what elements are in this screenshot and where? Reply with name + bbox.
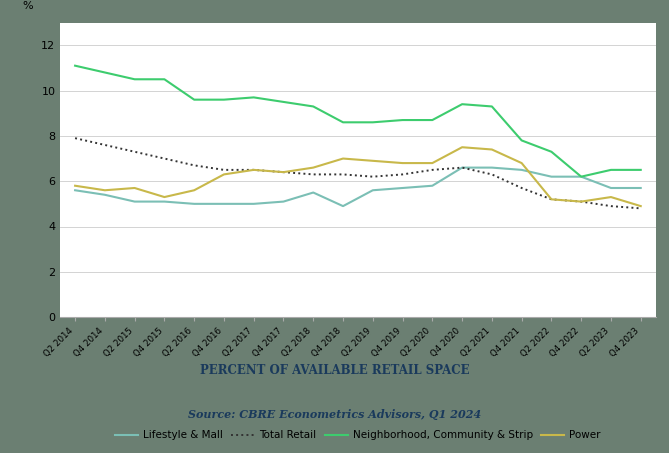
Total Retail: [399, 172, 407, 177]
Line: Lifestyle & Mall: Lifestyle & Mall: [75, 168, 641, 206]
Total Retail: [369, 174, 377, 179]
Line: Power: Power: [75, 147, 641, 206]
Total Retail: [220, 167, 228, 173]
Lifestyle & Mall: [101, 192, 109, 198]
Power: [309, 165, 317, 170]
Total Retail: [130, 149, 138, 154]
Neighborhood, Community & Strip: [190, 97, 198, 102]
Power: [130, 185, 138, 191]
Lifestyle & Mall: [607, 185, 615, 191]
Lifestyle & Mall: [369, 188, 377, 193]
Power: [280, 169, 288, 175]
Neighborhood, Community & Strip: [280, 99, 288, 105]
Total Retail: [250, 167, 258, 173]
Lifestyle & Mall: [458, 165, 466, 170]
Neighborhood, Community & Strip: [607, 167, 615, 173]
Neighborhood, Community & Strip: [488, 104, 496, 109]
Power: [488, 147, 496, 152]
Lifestyle & Mall: [547, 174, 555, 179]
Total Retail: [71, 135, 79, 141]
Total Retail: [428, 167, 436, 173]
Lifestyle & Mall: [161, 199, 169, 204]
Total Retail: [518, 185, 526, 191]
Power: [458, 145, 466, 150]
Total Retail: [309, 172, 317, 177]
Y-axis label: %: %: [22, 1, 33, 11]
Line: Total Retail: Total Retail: [75, 138, 641, 208]
Total Retail: [607, 203, 615, 209]
Lifestyle & Mall: [309, 190, 317, 195]
Total Retail: [161, 156, 169, 161]
Neighborhood, Community & Strip: [369, 120, 377, 125]
Power: [577, 199, 585, 204]
Text: Source: CBRE Econometrics Advisors, Q1 2024: Source: CBRE Econometrics Advisors, Q1 2…: [188, 410, 481, 420]
Total Retail: [190, 163, 198, 168]
Power: [607, 194, 615, 200]
Power: [161, 194, 169, 200]
Total Retail: [547, 197, 555, 202]
Lifestyle & Mall: [637, 185, 645, 191]
Lifestyle & Mall: [428, 183, 436, 188]
Neighborhood, Community & Strip: [101, 70, 109, 75]
Neighborhood, Community & Strip: [161, 77, 169, 82]
Total Retail: [280, 169, 288, 175]
Legend: Lifestyle & Mall, Total Retail, Neighborhood, Community & Strip, Power: Lifestyle & Mall, Total Retail, Neighbor…: [110, 426, 605, 444]
Total Retail: [458, 165, 466, 170]
Power: [250, 167, 258, 173]
Lifestyle & Mall: [250, 201, 258, 207]
Power: [190, 188, 198, 193]
Lifestyle & Mall: [488, 165, 496, 170]
Neighborhood, Community & Strip: [458, 101, 466, 107]
Text: PERCENT OF AVAILABLE RETAIL SPACE: PERCENT OF AVAILABLE RETAIL SPACE: [199, 364, 470, 377]
Neighborhood, Community & Strip: [399, 117, 407, 123]
Power: [637, 203, 645, 209]
Total Retail: [488, 172, 496, 177]
Total Retail: [577, 199, 585, 204]
Total Retail: [637, 206, 645, 211]
Neighborhood, Community & Strip: [130, 77, 138, 82]
Power: [220, 172, 228, 177]
Power: [369, 158, 377, 164]
Power: [547, 197, 555, 202]
Lifestyle & Mall: [71, 188, 79, 193]
Power: [428, 160, 436, 166]
Lifestyle & Mall: [280, 199, 288, 204]
Lifestyle & Mall: [577, 174, 585, 179]
Neighborhood, Community & Strip: [220, 97, 228, 102]
Lifestyle & Mall: [399, 185, 407, 191]
Lifestyle & Mall: [339, 203, 347, 209]
Lifestyle & Mall: [190, 201, 198, 207]
Power: [339, 156, 347, 161]
Power: [399, 160, 407, 166]
Neighborhood, Community & Strip: [577, 174, 585, 179]
Neighborhood, Community & Strip: [637, 167, 645, 173]
Neighborhood, Community & Strip: [250, 95, 258, 100]
Total Retail: [339, 172, 347, 177]
Neighborhood, Community & Strip: [309, 104, 317, 109]
Total Retail: [101, 142, 109, 148]
Power: [101, 188, 109, 193]
Lifestyle & Mall: [130, 199, 138, 204]
Neighborhood, Community & Strip: [71, 63, 79, 68]
Neighborhood, Community & Strip: [518, 138, 526, 143]
Lifestyle & Mall: [220, 201, 228, 207]
Neighborhood, Community & Strip: [547, 149, 555, 154]
Lifestyle & Mall: [518, 167, 526, 173]
Power: [71, 183, 79, 188]
Power: [518, 160, 526, 166]
Neighborhood, Community & Strip: [428, 117, 436, 123]
Neighborhood, Community & Strip: [339, 120, 347, 125]
Line: Neighborhood, Community & Strip: Neighborhood, Community & Strip: [75, 66, 641, 177]
